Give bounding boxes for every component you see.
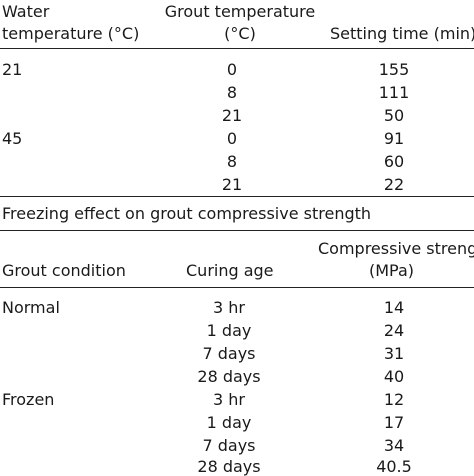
grout-temp-cell: 8 <box>226 152 238 171</box>
header-compressive-strength-line2: (MPa) <box>369 261 415 280</box>
grout-condition-group-2: Frozen <box>2 390 55 409</box>
curing-age-cell: 3 hr <box>213 298 245 317</box>
grout-temp-cell: 21 <box>221 175 243 194</box>
setting-time-cell: 50 <box>383 106 405 125</box>
setting-time-cell: 91 <box>383 129 405 148</box>
grout-temp-cell: 0 <box>226 60 238 79</box>
curing-age-cell: 7 days <box>202 436 256 455</box>
curing-age-cell: 7 days <box>202 344 256 363</box>
strength-cell: 12 <box>383 390 405 409</box>
water-temp-group-2: 45 <box>2 129 23 148</box>
strength-cell: 31 <box>383 344 405 363</box>
grout-temp-cell: 8 <box>226 83 238 102</box>
table1-header-rule <box>0 48 474 49</box>
strength-cell: 24 <box>383 321 405 340</box>
curing-age-cell: 28 days <box>197 367 261 386</box>
setting-time-cell: 155 <box>378 60 410 79</box>
grout-temp-cell: 0 <box>226 129 238 148</box>
header-compressive-strength-line1: Compressive strength <box>318 239 474 258</box>
curing-age-cell: 3 hr <box>213 390 245 409</box>
header-grout-temp-line1: Grout temperature <box>164 2 316 21</box>
setting-time-cell: 111 <box>378 83 410 102</box>
header-grout-temp-line2: (°C) <box>224 24 256 43</box>
water-temp-group-1: 21 <box>2 60 23 79</box>
setting-time-cell: 60 <box>383 152 405 171</box>
table2-title: Freezing effect on grout compressive str… <box>2 204 372 223</box>
strength-cell: 14 <box>383 298 405 317</box>
header-grout-condition: Grout condition <box>2 261 126 280</box>
setting-time-cell: 22 <box>383 175 405 194</box>
grout-condition-group-1: Normal <box>2 298 60 317</box>
table2-top-rule <box>0 230 474 231</box>
header-water-line1: Water <box>2 2 50 21</box>
table2-header-rule <box>0 287 474 288</box>
strength-cell: 40 <box>383 367 405 386</box>
strength-cell: 34 <box>383 436 405 455</box>
header-water-line2: temperature (°C) <box>2 24 140 43</box>
curing-age-cell: 1 day <box>206 413 252 432</box>
strength-cell: 40.5 <box>376 457 412 476</box>
header-setting-time: Setting time (min) <box>330 24 474 43</box>
header-curing-age: Curing age <box>186 261 274 280</box>
table1-bottom-rule <box>0 196 474 197</box>
strength-cell: 17 <box>383 413 405 432</box>
curing-age-cell: 1 day <box>206 321 252 340</box>
grout-temp-cell: 21 <box>221 106 243 125</box>
curing-age-cell: 28 days <box>197 457 261 476</box>
